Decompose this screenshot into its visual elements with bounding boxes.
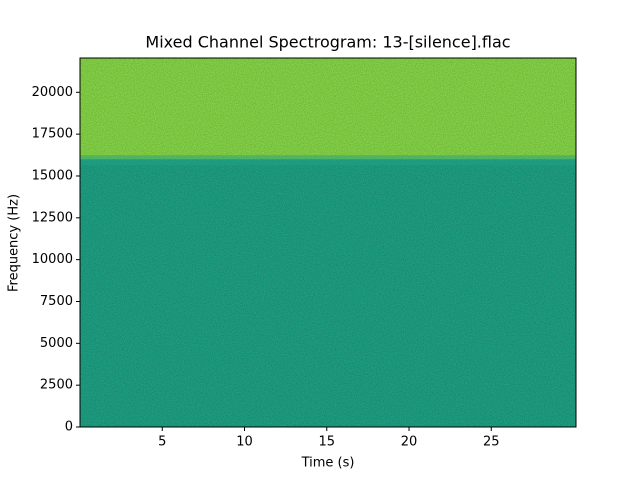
chart-title: Mixed Channel Spectrogram: 13-[silence].…: [145, 33, 510, 52]
y-tick-label: 20000: [32, 85, 73, 100]
y-tick-label: 0: [65, 420, 73, 435]
axes-frame: [79, 57, 577, 428]
y-tick-label: 5000: [40, 336, 73, 351]
y-tick-label: 10000: [32, 252, 73, 267]
x-tick-label: 25: [483, 435, 500, 450]
spectrogram-high: [80, 58, 576, 160]
y-tick-label: 17500: [32, 127, 73, 142]
y-tick-label: 2500: [40, 378, 73, 393]
x-tick-label: 10: [236, 435, 253, 450]
y-tick-label: 15000: [32, 168, 73, 183]
plot-area: [80, 58, 576, 427]
y-tick-label: 7500: [40, 294, 73, 309]
y-axis-label: Frequency (Hz): [7, 194, 22, 292]
y-tick-label: 12500: [32, 210, 73, 225]
x-tick-label: 5: [158, 435, 166, 450]
x-tick-label: 20: [401, 435, 418, 450]
band-transition: [80, 155, 576, 166]
x-tick-label: 15: [318, 435, 335, 450]
x-axis-label: Time (s): [301, 456, 355, 471]
